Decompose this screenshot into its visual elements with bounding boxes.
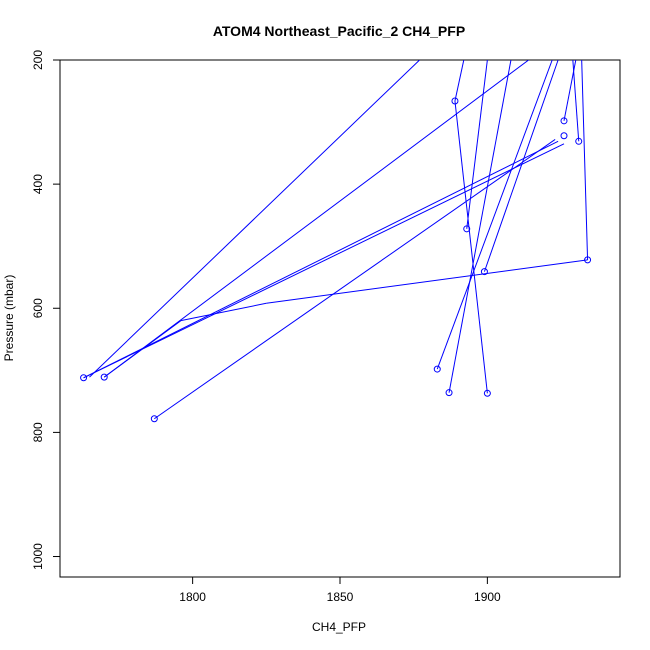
- series-line-segment: [103, 60, 529, 378]
- series-line-segment: [581, 60, 589, 260]
- plot-frame: [59, 59, 621, 578]
- x-axis: 1800 1850 1900: [179, 577, 501, 604]
- data-point: [560, 132, 568, 140]
- series-line-segment: [572, 60, 580, 142]
- series-line-segment: [89, 60, 420, 378]
- y-tick-label: 600: [31, 298, 45, 318]
- data-point: [480, 268, 488, 276]
- series-line-segment: [266, 259, 588, 304]
- y-tick-label: 400: [31, 174, 45, 194]
- series-line-segment: [154, 139, 556, 420]
- x-tick-label: 1900: [474, 590, 501, 604]
- y-tick-label: 800: [31, 422, 45, 442]
- series-points: [80, 97, 592, 423]
- series-line-segment: [180, 302, 267, 322]
- data-point: [150, 415, 158, 423]
- y-axis: 200 400 600 800 1000: [31, 50, 60, 570]
- series-line-segment: [563, 60, 577, 121]
- x-axis-label: CH4_PFP: [312, 620, 366, 634]
- chart-title: ATOM4 Northeast_Pacific_2 CH4_PFP: [213, 23, 465, 39]
- data-point: [463, 225, 471, 233]
- series-line-segment: [448, 60, 512, 393]
- series-line-segment: [436, 60, 553, 370]
- y-tick-label: 200: [31, 50, 45, 70]
- y-axis-label: Pressure (mbar): [2, 275, 16, 362]
- data-point: [433, 365, 441, 373]
- data-point: [80, 374, 88, 382]
- x-tick-label: 1850: [327, 590, 354, 604]
- data-point: [560, 117, 568, 125]
- series-line-segment: [483, 60, 559, 272]
- data-point: [445, 389, 453, 397]
- series-line-segment: [466, 60, 488, 229]
- data-point: [451, 97, 459, 105]
- y-tick-label: 1000: [31, 543, 45, 570]
- series-line-segment: [103, 320, 182, 378]
- data-point: [100, 373, 108, 381]
- x-tick-label: 1800: [179, 590, 206, 604]
- data-point: [584, 256, 592, 264]
- data-point: [575, 137, 583, 145]
- series-line-segment: [83, 140, 559, 379]
- series-line-segment: [454, 100, 488, 394]
- series-line-segment: [454, 60, 465, 102]
- data-point: [483, 389, 491, 397]
- series-line-segment: [83, 143, 565, 379]
- series-lines: [83, 60, 589, 420]
